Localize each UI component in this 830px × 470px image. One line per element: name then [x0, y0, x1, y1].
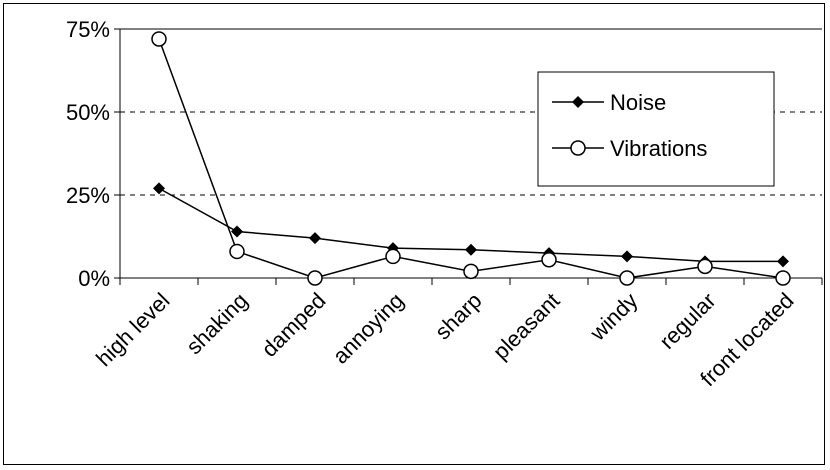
x-tick-label: shaking	[181, 288, 252, 359]
vibrations-point	[775, 270, 791, 286]
y-tick-label: 50%	[66, 100, 110, 125]
noise-point	[777, 255, 789, 268]
x-tick-label: sharp	[430, 288, 487, 345]
x-tick-label: regular	[654, 288, 720, 354]
y-tick-labels: 0% 25% 50% 75%	[66, 17, 110, 291]
vibrations-point	[385, 248, 401, 265]
x-tick-label: pleasant	[488, 288, 565, 365]
noise-point	[153, 182, 165, 195]
vibrations-point	[463, 263, 479, 280]
vibrations-point	[151, 31, 167, 47]
noise-point	[309, 232, 321, 245]
noise-point	[621, 250, 633, 263]
vibrations-point	[229, 243, 245, 260]
y-tick-label: 25%	[66, 183, 110, 208]
noise-point	[231, 225, 243, 238]
legend-marker-noise	[572, 96, 584, 108]
y-tick-label: 0%	[78, 266, 110, 291]
vibrations-point	[541, 251, 557, 268]
legend-label-vibrations: Vibrations	[610, 136, 707, 161]
x-tick-label: damped	[257, 288, 331, 362]
legend-marker-vibrations	[570, 140, 586, 156]
x-tick-label: high level	[91, 288, 174, 371]
vibrations-point	[697, 258, 713, 275]
legend-label-noise: Noise	[610, 90, 666, 115]
series	[151, 31, 791, 286]
y-tick-label: 75%	[66, 17, 110, 42]
legend: Noise Vibrations	[537, 71, 775, 187]
line-chart: 0% 25% 50% 75% high level shaking dampedannoy…	[66, 17, 823, 391]
vibrations-point	[307, 270, 323, 286]
noise-point	[465, 243, 477, 256]
x-tick-label: windy	[584, 288, 642, 346]
legend-box	[537, 71, 775, 187]
vibrations-point	[619, 270, 635, 286]
chart-frame: 0% 25% 50% 75% high level shaking damped annoy…	[3, 3, 825, 465]
x-tick-label: annoying	[328, 288, 409, 369]
